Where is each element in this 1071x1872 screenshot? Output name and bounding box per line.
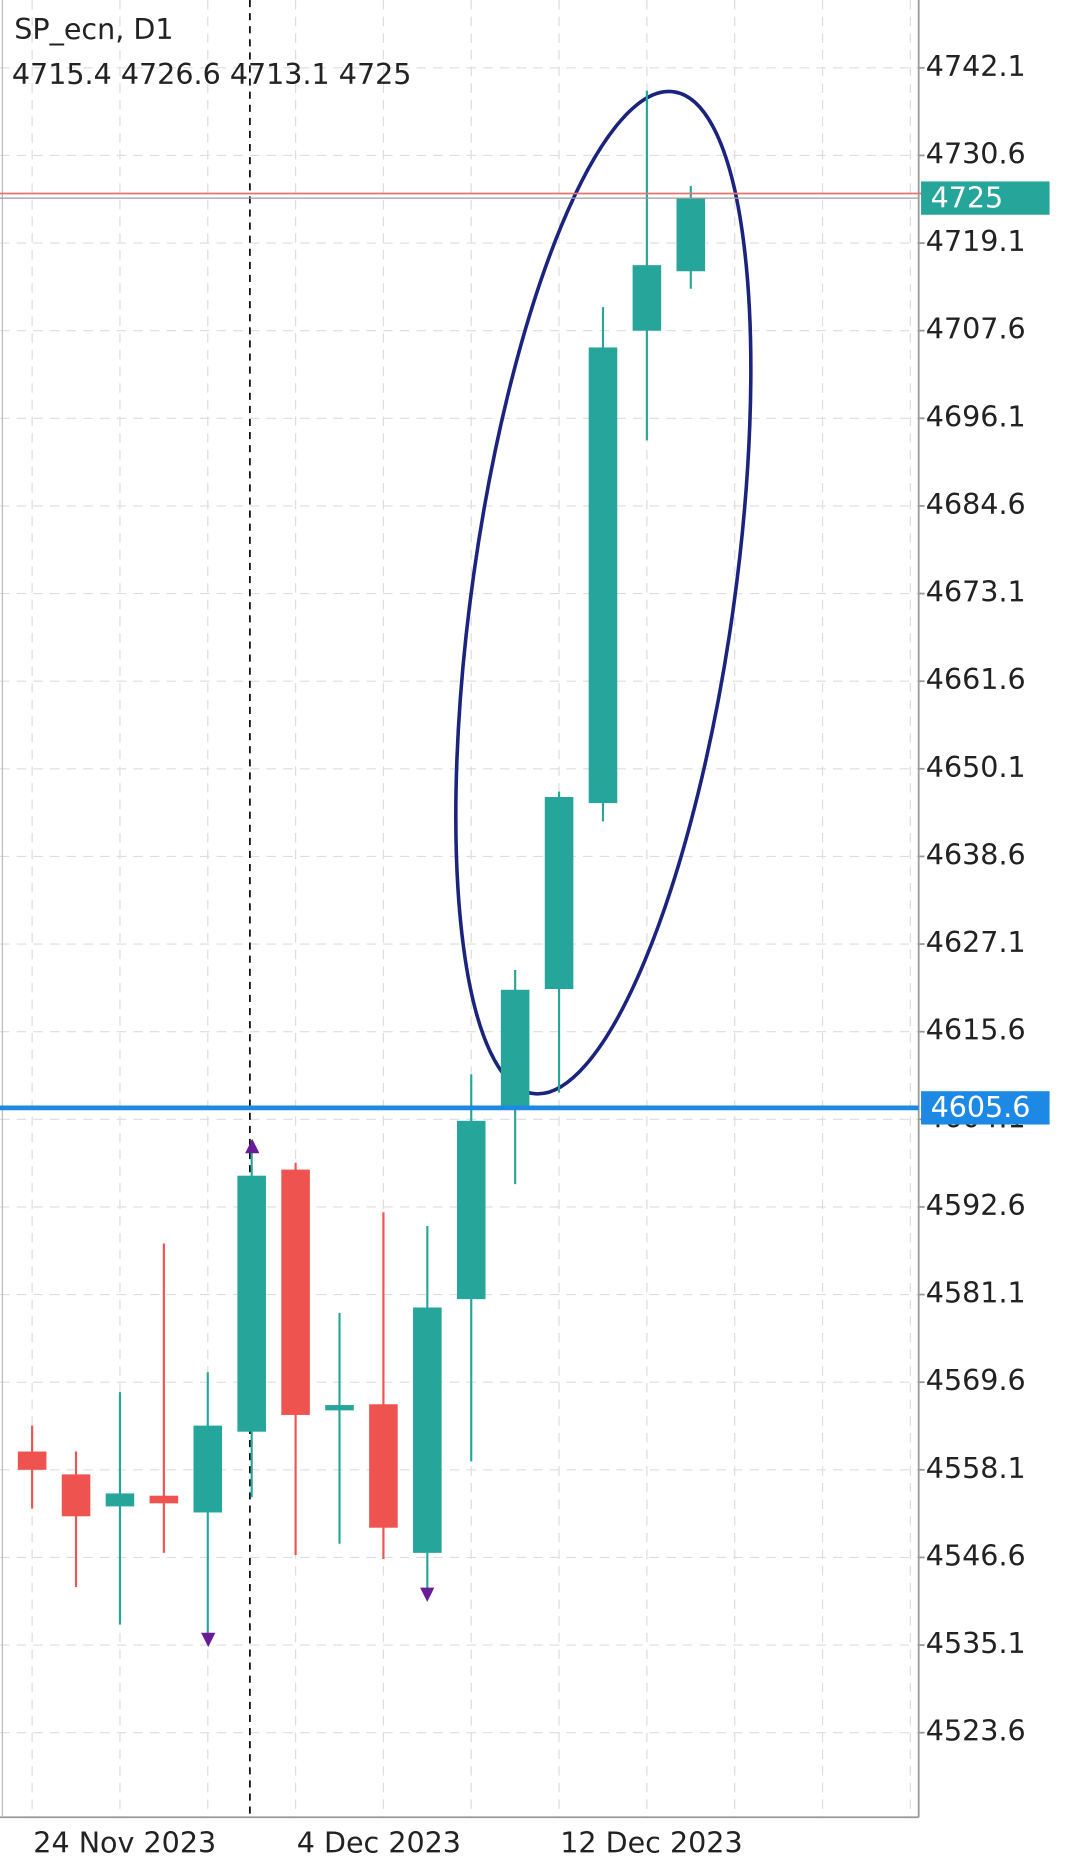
y-tick-label: 4638.6 bbox=[926, 837, 1026, 871]
y-tick-label: 4535.1 bbox=[926, 1626, 1026, 1660]
y-tick-label: 4661.6 bbox=[926, 662, 1026, 696]
candle-body bbox=[193, 1425, 223, 1513]
y-tick-label: 4546.6 bbox=[926, 1538, 1026, 1572]
y-tick-label: 4627.1 bbox=[926, 925, 1026, 959]
level-label-bg bbox=[921, 1091, 1050, 1125]
high-value: 4726.6 bbox=[121, 57, 221, 91]
y-tick-label: 4673.1 bbox=[926, 575, 1026, 609]
fractal-up bbox=[245, 1138, 260, 1154]
low-value: 4713.1 bbox=[230, 57, 330, 91]
y-tick-label: 4696.1 bbox=[926, 399, 1026, 433]
candle-body bbox=[369, 1404, 398, 1528]
candle-body bbox=[500, 989, 530, 1107]
x-tick-label: 24 Nov 2023 bbox=[33, 1826, 216, 1860]
bid-label: 4725 bbox=[931, 180, 1004, 214]
chart-title: SP_ecn, D1 bbox=[14, 12, 173, 46]
y-tick-label: 4523.6 bbox=[926, 1714, 1026, 1748]
y-tick-label: 4650.1 bbox=[926, 750, 1026, 784]
candle-body bbox=[456, 1120, 486, 1300]
y-tick-label: 4569.6 bbox=[926, 1363, 1026, 1397]
candle-body bbox=[61, 1474, 91, 1517]
candle-body bbox=[281, 1169, 310, 1415]
level-label: 4605.6 bbox=[931, 1090, 1031, 1124]
candle-body bbox=[632, 265, 662, 331]
x-tick-label: 12 Dec 2023 bbox=[560, 1826, 742, 1860]
candle-body bbox=[676, 198, 706, 272]
y-tick-label: 4581.1 bbox=[926, 1276, 1026, 1310]
y-tick-label: 4684.6 bbox=[926, 487, 1026, 521]
candle-body bbox=[325, 1405, 354, 1411]
bid-label-bg bbox=[921, 181, 1050, 215]
candle-body bbox=[237, 1175, 266, 1432]
y-tick-label: 4615.6 bbox=[926, 1013, 1026, 1047]
x-tick-label: 4 Dec 2023 bbox=[297, 1826, 461, 1860]
highlight-ellipse bbox=[454, 89, 753, 1096]
y-tick-label: 4730.6 bbox=[926, 136, 1026, 170]
grid bbox=[0, 0, 919, 1818]
candle-body bbox=[588, 347, 618, 804]
candle-body bbox=[544, 797, 574, 990]
ohlc-header: 4715.4 4726.6 4713.1 4725 bbox=[12, 57, 412, 91]
y-tick-label: 4558.1 bbox=[926, 1451, 1026, 1485]
candle-body bbox=[149, 1495, 179, 1504]
close-value: 4725 bbox=[339, 57, 412, 91]
y-tick-label: 4707.6 bbox=[926, 312, 1026, 346]
open-value: 4715.4 bbox=[12, 57, 112, 91]
candle-body bbox=[17, 1451, 47, 1470]
candle-body bbox=[413, 1307, 442, 1553]
fractal-down bbox=[201, 1632, 216, 1648]
y-tick-label: 4719.1 bbox=[926, 224, 1026, 258]
fractal-down bbox=[420, 1587, 435, 1602]
y-tick-label: 4742.1 bbox=[926, 49, 1026, 83]
candle-body bbox=[105, 1493, 135, 1507]
y-tick-label: 4592.6 bbox=[926, 1188, 1026, 1222]
